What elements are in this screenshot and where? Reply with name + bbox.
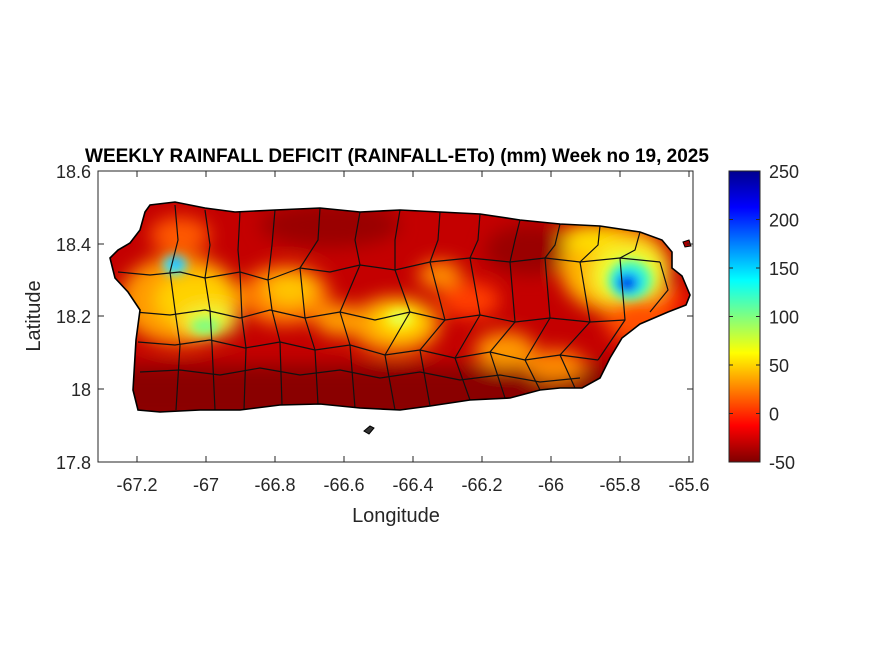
colorbar-tick-label: 100 (769, 308, 799, 328)
colorbar-tick-labels: 250 200 150 100 50 0 -50 (769, 162, 799, 473)
caja-de-muertos-island (363, 425, 375, 435)
x-tick-label: -65.6 (668, 475, 709, 495)
y-tick-label: 18 (71, 380, 91, 400)
municipal-boundaries (117, 204, 669, 411)
x-tick-labels: -67.2 -67 -66.8 -66.6 -66.4 -66.2 -66 -6… (116, 475, 709, 495)
colorbar-tick-label: -50 (769, 453, 795, 473)
y-tick-label: 17.8 (56, 453, 91, 473)
x-axis-ticks (136, 171, 690, 462)
colorbar-tick-label: 250 (769, 162, 799, 182)
y-tick-label: 18.2 (56, 307, 91, 327)
colorbar-tick-label: 200 (769, 211, 799, 231)
y-tick-label: 18.4 (56, 235, 91, 255)
y-axis-ticks (98, 170, 693, 463)
x-axis-title: Longitude (352, 505, 440, 527)
colorbar-tick-label: 50 (769, 356, 789, 376)
colorbar-ticks (729, 170, 760, 463)
x-tick-label: -67 (193, 475, 219, 495)
x-tick-label: -67.2 (116, 475, 157, 495)
colorbar-tick-label: 0 (769, 405, 779, 425)
x-tick-label: -66.8 (254, 475, 295, 495)
x-tick-label: -66.6 (323, 475, 364, 495)
colorbar (728, 170, 761, 463)
y-axis-title: Latitude (23, 280, 45, 351)
y-tick-label: 18.6 (56, 162, 91, 182)
x-tick-label: -66.4 (392, 475, 433, 495)
x-tick-label: -65.8 (599, 475, 640, 495)
island-coastline (109, 201, 691, 413)
x-tick-label: -66 (538, 475, 564, 495)
colorbar-tick-label: 150 (769, 259, 799, 279)
x-tick-label: -66.2 (461, 475, 502, 495)
y-tick-labels: 18.6 18.4 18.2 18 17.8 (56, 162, 91, 473)
plot-title: WEEKLY RAINFALL DEFICIT (RAINFALL-ETo) (… (85, 146, 709, 167)
